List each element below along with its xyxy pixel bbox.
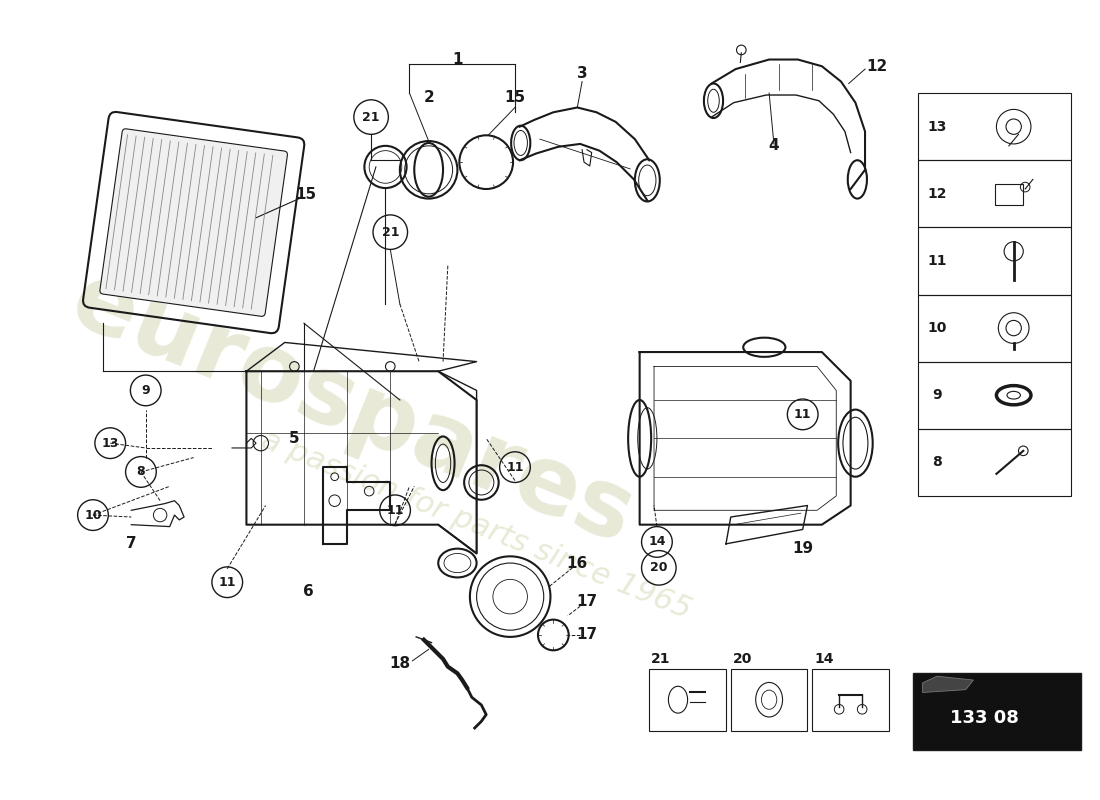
Bar <box>917 160 1071 227</box>
Text: 9: 9 <box>142 384 150 397</box>
Text: 15: 15 <box>505 90 526 106</box>
Text: 10: 10 <box>927 321 947 335</box>
Text: eurospares: eurospares <box>58 255 646 564</box>
Text: 8: 8 <box>136 466 145 478</box>
Text: 17: 17 <box>576 627 597 642</box>
Text: 14: 14 <box>814 652 834 666</box>
Text: 11: 11 <box>219 576 236 589</box>
Bar <box>649 669 726 731</box>
Text: 18: 18 <box>389 656 410 671</box>
Text: 11: 11 <box>386 504 404 517</box>
Text: 3: 3 <box>576 66 587 82</box>
Text: 20: 20 <box>650 562 668 574</box>
Text: 16: 16 <box>566 555 587 570</box>
Text: 11: 11 <box>506 461 524 474</box>
Text: 14: 14 <box>648 535 666 549</box>
Text: 12: 12 <box>866 58 888 74</box>
Text: 15: 15 <box>295 187 317 202</box>
Text: 10: 10 <box>85 509 101 522</box>
Bar <box>917 429 1071 496</box>
Text: 2: 2 <box>424 90 434 106</box>
Text: 17: 17 <box>576 594 597 609</box>
Text: 13: 13 <box>927 120 947 134</box>
Text: 133 08: 133 08 <box>950 710 1020 727</box>
Bar <box>917 294 1071 362</box>
FancyBboxPatch shape <box>100 129 287 316</box>
Text: 21: 21 <box>362 110 380 123</box>
Bar <box>730 669 807 731</box>
Text: 6: 6 <box>304 584 315 599</box>
Text: 13: 13 <box>101 437 119 450</box>
Bar <box>994 184 1023 206</box>
Text: 19: 19 <box>792 541 813 556</box>
Text: 4: 4 <box>769 138 779 154</box>
Text: 12: 12 <box>927 186 947 201</box>
Bar <box>917 93 1071 160</box>
Polygon shape <box>923 676 974 693</box>
Text: 9: 9 <box>932 388 942 402</box>
Text: a passion for parts since 1965: a passion for parts since 1965 <box>257 425 696 625</box>
Text: 5: 5 <box>289 431 299 446</box>
Text: 8: 8 <box>932 455 942 470</box>
Text: 11: 11 <box>794 408 812 421</box>
Bar <box>913 674 1081 750</box>
Text: 7: 7 <box>126 536 136 551</box>
Bar <box>812 669 889 731</box>
Text: 21: 21 <box>382 226 399 238</box>
Bar <box>917 362 1071 429</box>
Text: 11: 11 <box>927 254 947 268</box>
Bar <box>917 227 1071 294</box>
Text: 21: 21 <box>651 652 671 666</box>
Text: 1: 1 <box>452 52 463 67</box>
Text: 20: 20 <box>733 652 752 666</box>
